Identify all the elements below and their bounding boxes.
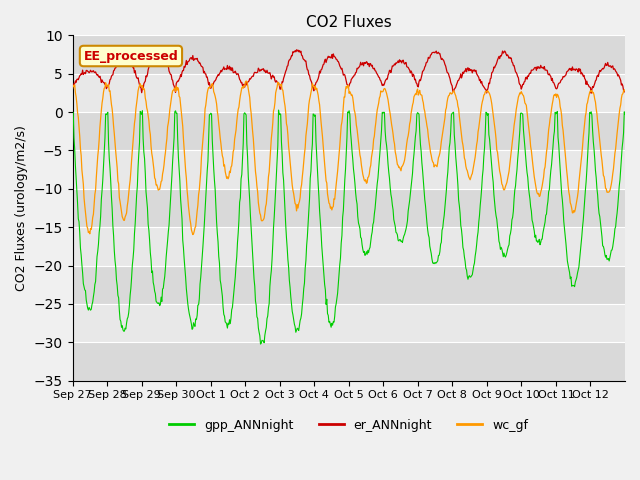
Bar [72, 189, 625, 227]
Bar [72, 36, 625, 74]
Bar [72, 112, 625, 150]
Bar [72, 265, 625, 304]
Legend: gpp_ANNnight, er_ANNnight, wc_gf: gpp_ANNnight, er_ANNnight, wc_gf [164, 414, 533, 437]
Bar [72, 342, 625, 381]
Text: EE_processed: EE_processed [84, 49, 179, 62]
Y-axis label: CO2 Fluxes (urology/m2/s): CO2 Fluxes (urology/m2/s) [15, 125, 28, 291]
Title: CO2 Fluxes: CO2 Fluxes [306, 15, 392, 30]
